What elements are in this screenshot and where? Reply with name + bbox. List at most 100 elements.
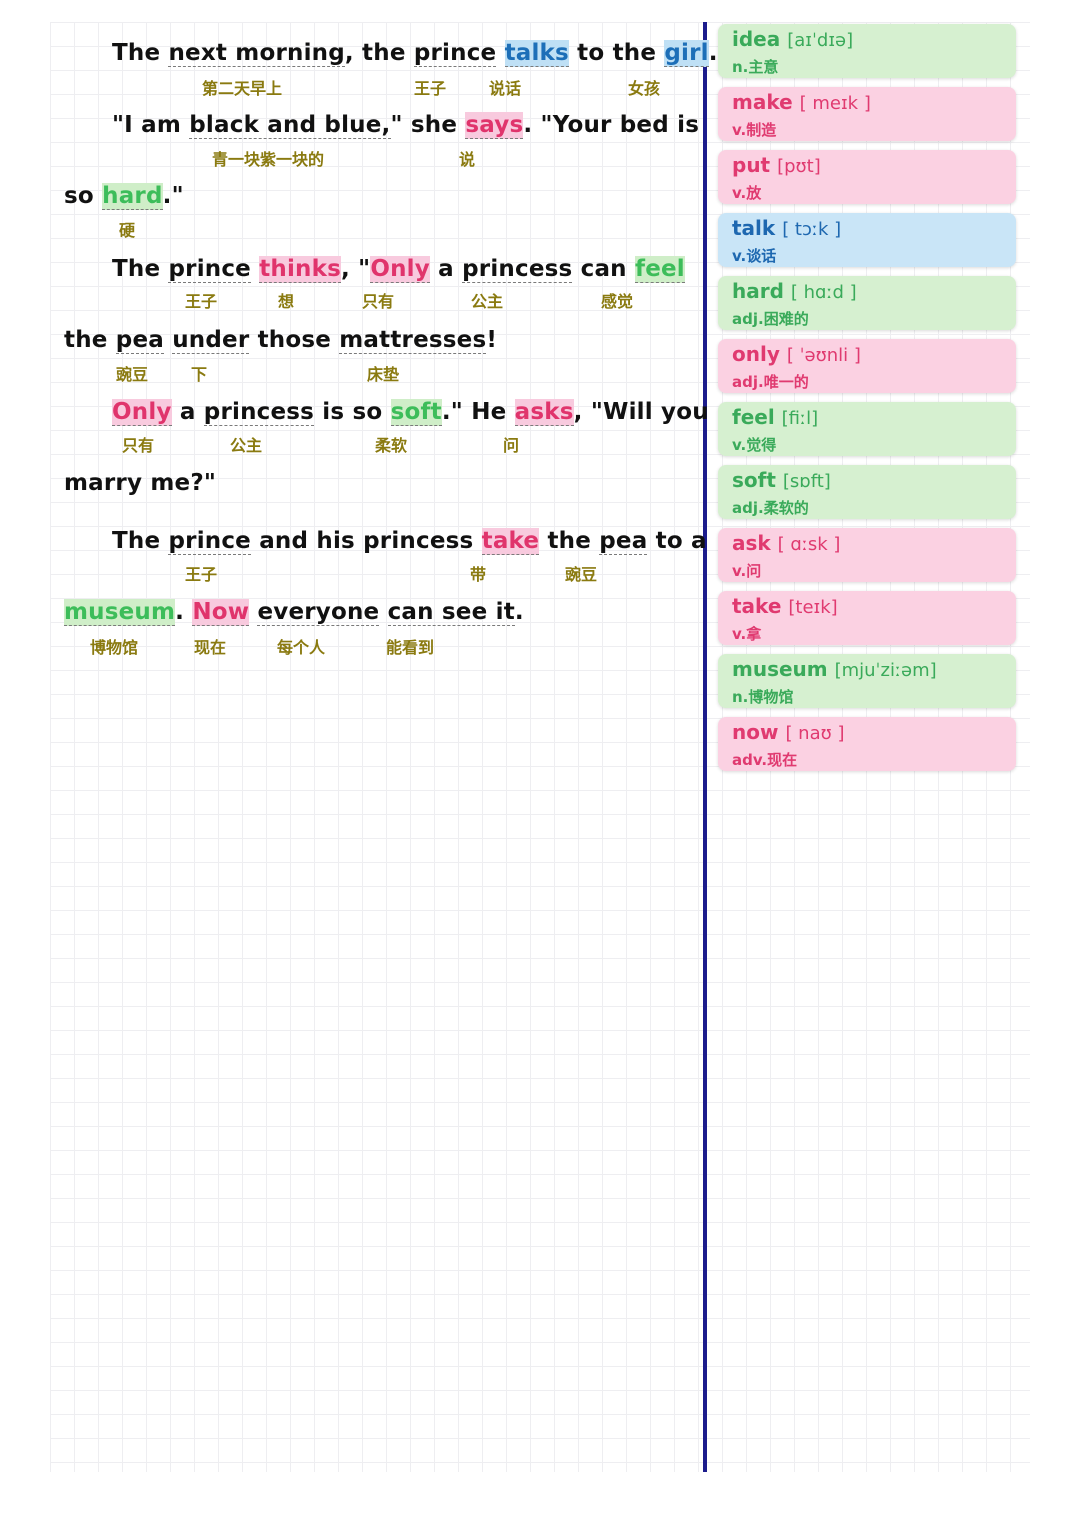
punct: . <box>708 40 718 66</box>
highlight-thinks: thinks <box>259 256 342 283</box>
highlight-now: Now <box>192 599 250 626</box>
word: so <box>64 183 94 209</box>
vocab-pronunciation: [pʊt] <box>777 156 821 177</box>
word: is so <box>322 399 383 425</box>
gloss: 能看到 <box>386 638 435 657</box>
vocab-pronunciation: [ tɔːk ] <box>782 219 842 240</box>
gloss: 问 <box>503 436 520 455</box>
word-next-morning: next morning <box>168 40 345 67</box>
vocab-pronunciation: [ meɪk ] <box>799 93 871 114</box>
word-prince: prince <box>413 40 497 67</box>
gloss: 下 <box>191 365 208 384</box>
vocab-meaning: n.博物馆 <box>732 688 794 706</box>
gloss: 每个人 <box>277 638 326 657</box>
vocab-card: soft [sɒft] adj.柔软的 <box>718 465 1016 519</box>
vocab-card: idea [aɪˈdɪə] n.主意 <box>718 24 1016 78</box>
highlight-museum: museum <box>64 599 176 626</box>
vocab-word: idea <box>732 27 781 51</box>
word: to a <box>655 528 707 554</box>
word: The <box>112 40 161 66</box>
vocab-word: put <box>732 153 771 177</box>
word: , "Will you <box>573 399 709 425</box>
highlight-feel: feel <box>634 256 685 283</box>
gloss: 感觉 <box>601 292 634 311</box>
highlight-says: says <box>465 112 524 139</box>
word-prince: prince <box>168 528 251 555</box>
word: a <box>438 256 454 282</box>
word: " she <box>390 112 458 138</box>
vocab-word: talk <box>732 216 776 240</box>
vocab-meaning: v.制造 <box>732 121 777 139</box>
vocab-word: feel <box>732 405 775 429</box>
vocab-pronunciation: [ ɑːsk ] <box>777 534 841 555</box>
vocab-meaning: v.拿 <box>732 625 762 643</box>
word-prince: prince <box>168 256 251 283</box>
gloss: 王子 <box>185 565 218 584</box>
word: a <box>179 399 196 425</box>
word-princess: princess <box>203 399 315 426</box>
vocab-card: ask [ ɑːsk ] v.问 <box>718 528 1016 582</box>
vocab-pronunciation: [sɒft] <box>782 471 831 492</box>
column-divider <box>703 22 707 1472</box>
gloss: 第二天早上 <box>202 79 283 98</box>
vocab-meaning: v.觉得 <box>732 436 777 454</box>
word-pea: pea <box>115 327 164 354</box>
word-mattresses: mattresses <box>339 327 487 354</box>
vocab-word: only <box>732 342 780 366</box>
highlight-asks: asks <box>514 399 574 426</box>
vocab-pronunciation: [mjuˈziːəm] <box>834 660 937 681</box>
vocab-card: now [ naʊ ] adv.现在 <box>718 717 1016 771</box>
vocab-word: ask <box>732 531 771 555</box>
word: the <box>547 528 592 554</box>
vocab-meaning: v.谈话 <box>732 247 777 265</box>
vocab-card: hard [ hɑːd ] adj.困难的 <box>718 276 1016 330</box>
gloss: 床垫 <box>367 365 400 384</box>
vocab-card: take [teɪk] v.拿 <box>718 591 1016 645</box>
vocab-meaning: n.主意 <box>732 58 779 76</box>
gloss: 柔软 <box>375 436 408 455</box>
vocab-pronunciation: [teɪk] <box>788 597 838 618</box>
word: . "Your bed is <box>523 112 700 138</box>
word-black-and-blue: black and blue, <box>189 112 391 139</box>
vocab-word: soft <box>732 468 776 492</box>
vocab-card: talk [ tɔːk ] v.谈话 <box>718 213 1016 267</box>
gloss: 现在 <box>194 638 227 657</box>
gloss: 带 <box>470 565 487 584</box>
word: to the <box>577 40 657 66</box>
word-princess: princess <box>462 256 573 283</box>
gloss: 王子 <box>414 79 447 98</box>
word: The <box>112 256 161 282</box>
word-pea: pea <box>599 528 648 555</box>
word: can <box>580 256 627 282</box>
word: those <box>257 327 332 353</box>
gloss: 公主 <box>230 436 263 455</box>
highlight-hard: hard <box>102 183 163 210</box>
vocab-pronunciation: [aɪˈdɪə] <box>787 30 854 51</box>
vocab-word: museum <box>732 657 828 681</box>
punct: . <box>175 599 185 625</box>
vocab-meaning: adj.困难的 <box>732 310 809 328</box>
gloss: 王子 <box>185 292 218 311</box>
word: , the <box>344 40 406 66</box>
vocab-meaning: adv.现在 <box>732 751 798 769</box>
vocab-meaning: v.放 <box>732 184 762 202</box>
punct: ." <box>162 183 184 209</box>
vocab-meaning: v.问 <box>732 562 762 580</box>
word: marry me?" <box>64 470 217 496</box>
punct: , " <box>341 256 371 282</box>
vocab-meaning: adj.柔软的 <box>732 499 809 517</box>
punct: . <box>514 599 524 625</box>
vocab-word: make <box>732 90 793 114</box>
vocab-card: make [ meɪk ] v.制造 <box>718 87 1016 141</box>
vocab-card: feel [fiːl] v.觉得 <box>718 402 1016 456</box>
highlight-only: Only <box>370 256 430 283</box>
vocab-word: now <box>732 720 779 744</box>
word: The <box>112 528 161 554</box>
vocab-word: hard <box>732 279 784 303</box>
vocab-card: only [ ˈəʊnli ] adj.唯一的 <box>718 339 1016 393</box>
word: the <box>64 327 108 353</box>
gloss: 女孩 <box>628 79 661 98</box>
vocab-pronunciation: [ naʊ ] <box>785 723 845 744</box>
highlight-soft: soft <box>390 399 442 426</box>
